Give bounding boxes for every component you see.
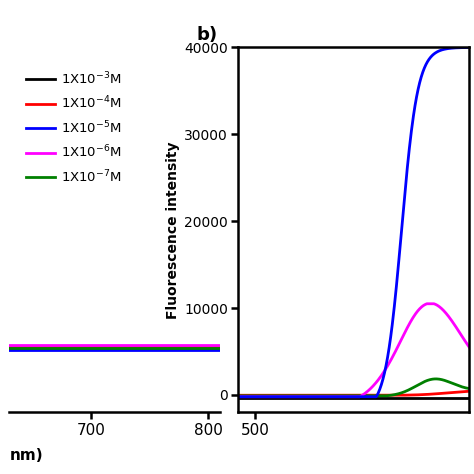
Y-axis label: Fluorescence intensity: Fluorescence intensity (166, 141, 180, 319)
Legend: 1X10$^{-3}$M, 1X10$^{-4}$M, 1X10$^{-5}$M, 1X10$^{-6}$M, 1X10$^{-7}$M: 1X10$^{-3}$M, 1X10$^{-4}$M, 1X10$^{-5}$M… (20, 65, 127, 190)
Text: b): b) (196, 26, 217, 44)
Text: nm): nm) (9, 447, 43, 463)
